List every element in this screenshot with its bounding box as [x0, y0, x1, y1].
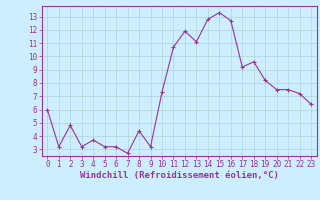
- X-axis label: Windchill (Refroidissement éolien,°C): Windchill (Refroidissement éolien,°C): [80, 171, 279, 180]
